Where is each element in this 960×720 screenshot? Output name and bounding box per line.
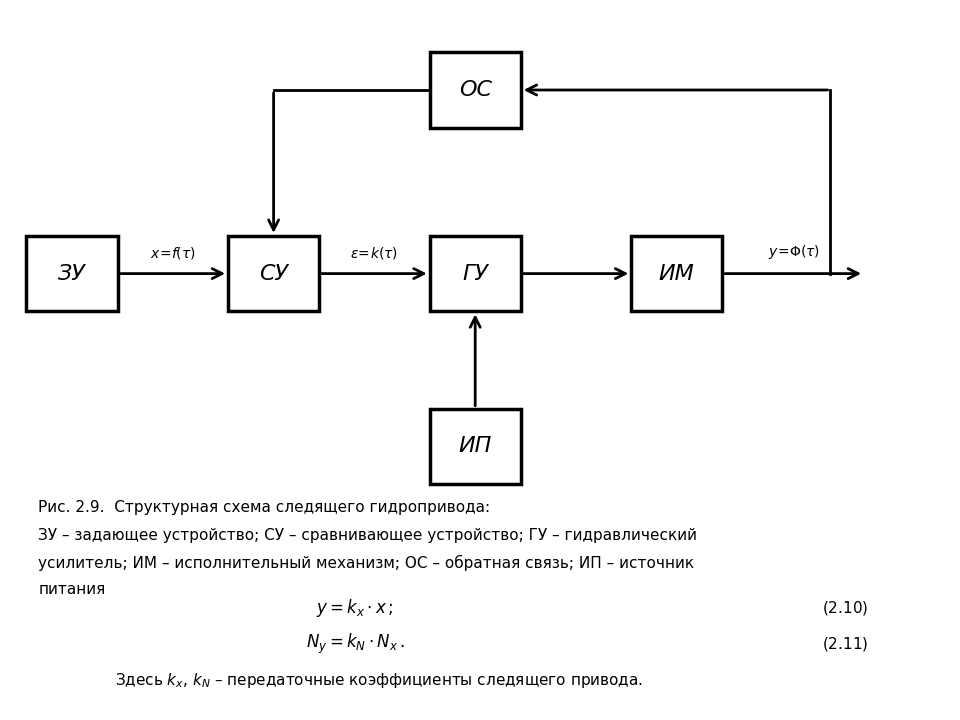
Text: ГУ: ГУ <box>463 264 488 284</box>
Text: Здесь $k_x$, $k_N$ – передаточные коэффициенты следящего привода.: Здесь $k_x$, $k_N$ – передаточные коэффи… <box>115 671 643 690</box>
Text: СУ: СУ <box>259 264 288 284</box>
Text: ЗУ: ЗУ <box>59 264 85 284</box>
Text: ОС: ОС <box>459 80 492 100</box>
Bar <box>26 235 117 311</box>
Text: $(2.10)$: $(2.10)$ <box>822 599 868 618</box>
Bar <box>228 235 319 311</box>
Text: $y = k_x \cdot x\,;$: $y = k_x \cdot x\,;$ <box>317 598 394 619</box>
Text: ЗУ – задающее устройство; СУ – сравнивающее устройство; ГУ – гидравлический: ЗУ – задающее устройство; СУ – сравниваю… <box>38 528 697 543</box>
Text: $N_y = k_N \cdot N_x\,.$: $N_y = k_N \cdot N_x\,.$ <box>306 632 404 657</box>
Text: ИП: ИП <box>459 436 492 456</box>
Bar <box>430 235 520 311</box>
Text: усилитель; ИМ – исполнительный механизм; ОС – обратная связь; ИП – источник: усилитель; ИМ – исполнительный механизм;… <box>38 555 694 571</box>
Bar <box>632 235 722 311</box>
Text: $x\!=\!f(\tau)$: $x\!=\!f(\tau)$ <box>150 245 196 261</box>
Text: $y\!=\!\Phi(\tau)$: $y\!=\!\Phi(\tau)$ <box>768 243 821 261</box>
Text: ИМ: ИМ <box>659 264 695 284</box>
Bar <box>430 409 520 484</box>
Text: $(2.11)$: $(2.11)$ <box>822 636 868 654</box>
Text: $\varepsilon\!=\!k(\tau)$: $\varepsilon\!=\!k(\tau)$ <box>350 245 398 261</box>
Text: питания: питания <box>38 582 106 598</box>
Text: Рис. 2.9.  Структурная схема следящего гидропривода:: Рис. 2.9. Структурная схема следящего ги… <box>38 500 491 516</box>
Bar <box>430 52 520 127</box>
